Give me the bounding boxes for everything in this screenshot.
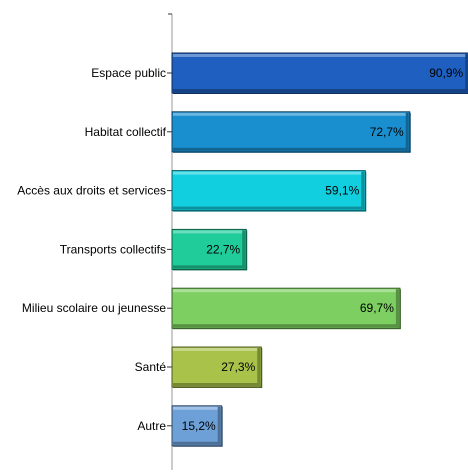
axis-layer bbox=[167, 13, 173, 470]
category-label: Espace public bbox=[91, 66, 166, 80]
bar-highlight bbox=[173, 230, 246, 234]
bar-bevel-right bbox=[405, 112, 409, 151]
bar-highlight bbox=[173, 289, 399, 293]
value-label: 15,2% bbox=[182, 419, 216, 433]
bar-bevel-bottom bbox=[173, 383, 261, 386]
bar-bevel-bottom bbox=[173, 147, 409, 151]
category-label: Santé bbox=[135, 360, 167, 374]
bar-bevel-right bbox=[242, 230, 246, 269]
category-label: Transports collectifs bbox=[60, 242, 166, 256]
category-label: Milieu scolaire ou jeunesse bbox=[22, 301, 166, 315]
bar-bevel-bottom bbox=[173, 441, 221, 445]
bar bbox=[171, 346, 263, 388]
bar bbox=[171, 52, 468, 94]
bar-highlight bbox=[173, 112, 409, 116]
bar-body bbox=[171, 346, 262, 388]
bar-body bbox=[171, 287, 401, 329]
labels-layer: Espace public 90,9% Habitat collectif 72,7%… bbox=[17, 66, 463, 433]
value-label: 59,1% bbox=[325, 184, 359, 198]
bar-bevel-bottom bbox=[173, 206, 365, 210]
bar-body bbox=[171, 52, 468, 94]
bar-bevel-bottom bbox=[173, 324, 399, 328]
value-label: 72,7% bbox=[370, 125, 404, 139]
bar-bevel-right bbox=[395, 289, 399, 328]
bar-highlight bbox=[173, 406, 221, 410]
bar-bevel-right bbox=[465, 54, 468, 92]
bar-body bbox=[171, 228, 247, 270]
bar bbox=[171, 405, 223, 447]
bar bbox=[171, 111, 411, 153]
bar-highlight bbox=[173, 348, 261, 351]
value-label: 90,9% bbox=[429, 66, 463, 80]
bar-body bbox=[171, 405, 223, 447]
category-label: Accès aux droits et services bbox=[17, 184, 166, 198]
bar-body bbox=[171, 170, 366, 212]
bar-bevel-bottom bbox=[173, 265, 246, 269]
category-label: Habitat collectif bbox=[85, 125, 167, 139]
bar bbox=[171, 170, 367, 212]
bar-bevel-right bbox=[217, 406, 221, 445]
value-label: 27,3% bbox=[221, 360, 255, 374]
bar-bevel-right bbox=[361, 171, 365, 210]
value-label: 69,7% bbox=[360, 301, 394, 315]
bars-layer bbox=[171, 52, 468, 447]
bar-bevel-bottom bbox=[173, 89, 468, 92]
bar-body bbox=[171, 111, 411, 153]
value-label: 22,7% bbox=[206, 242, 240, 256]
bar bbox=[171, 287, 401, 330]
bar bbox=[171, 228, 248, 271]
category-label: Autre bbox=[137, 419, 166, 433]
bar-highlight bbox=[173, 54, 468, 57]
bar-bevel-right bbox=[257, 348, 261, 386]
bar-highlight bbox=[173, 171, 365, 175]
